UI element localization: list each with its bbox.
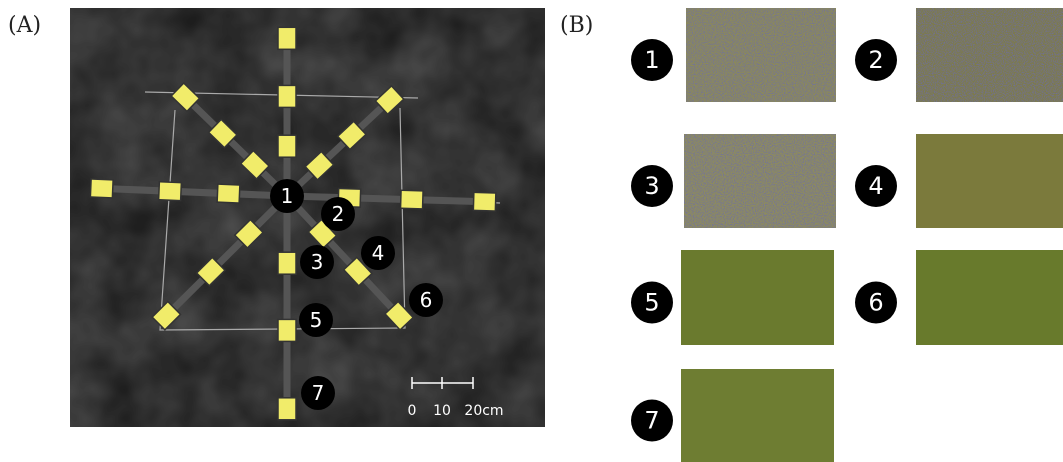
marker-label: 4 (868, 172, 883, 200)
speckle (684, 134, 836, 228)
marker-label: 6 (868, 289, 883, 317)
scale-label: 20cm (464, 403, 503, 419)
marker-label: 4 (372, 241, 385, 265)
sampler (278, 27, 296, 49)
scale-label: 10 (433, 403, 451, 419)
marker-label: 3 (644, 172, 659, 200)
sample-photo (681, 250, 834, 345)
sampler (278, 85, 296, 107)
figure: (A) (B) 0 10 20cm 12345671234567 (0, 0, 1063, 462)
panel-label: (A) (8, 13, 41, 38)
sampler (473, 192, 496, 211)
marker-label: 7 (312, 381, 325, 405)
marker-label: 2 (868, 46, 883, 74)
marker-label: 5 (310, 308, 323, 332)
marker-label: 5 (644, 289, 659, 317)
scale-label: 0 (408, 403, 417, 419)
marker-label: 2 (332, 202, 345, 226)
sampler (278, 252, 296, 274)
sampler (278, 398, 296, 420)
speckle (916, 8, 1063, 102)
sampler (401, 190, 424, 209)
sampler (217, 184, 240, 203)
sampler (159, 182, 182, 201)
marker-label: 6 (420, 288, 433, 312)
sample-photo (916, 250, 1063, 345)
marker-label: 1 (644, 46, 659, 74)
sampler (278, 135, 296, 157)
speckle (686, 8, 836, 102)
marker-label: 3 (311, 250, 324, 274)
sampler (278, 319, 296, 341)
marker-label: 1 (281, 184, 294, 208)
sampler (90, 179, 113, 198)
photo-a (70, 8, 545, 427)
sample-photo (916, 134, 1063, 228)
panel-label: (B) (560, 13, 593, 38)
sample-photo (681, 369, 834, 462)
marker-label: 7 (644, 407, 659, 435)
